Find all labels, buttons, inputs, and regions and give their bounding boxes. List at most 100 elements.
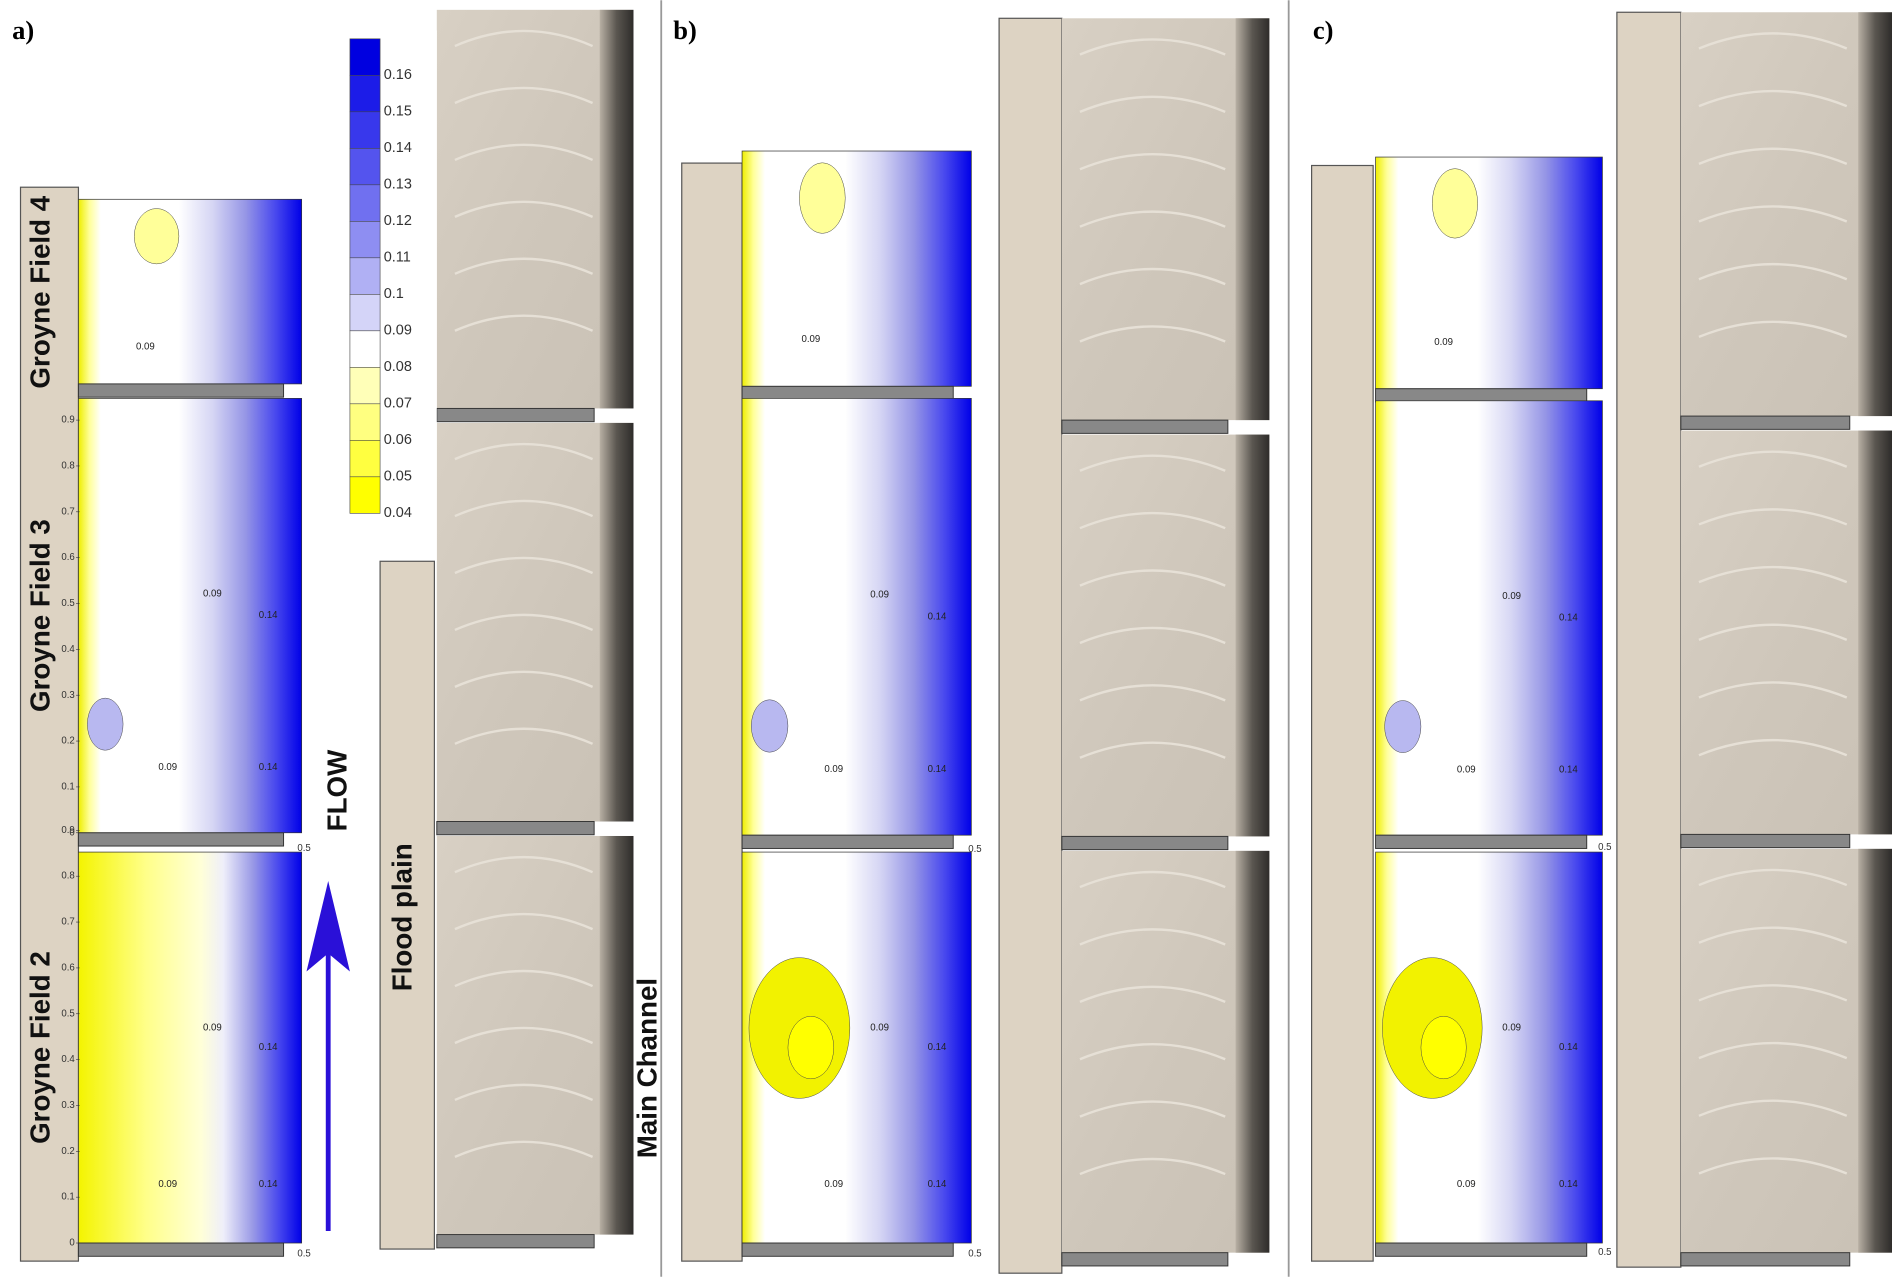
- panel-label: c): [1313, 15, 1334, 45]
- contour-region: [1432, 169, 1477, 239]
- groyne: [1062, 1253, 1228, 1266]
- contour-label: 0.09: [158, 762, 177, 773]
- groyne: [1681, 1253, 1850, 1266]
- field-label: Groyne Field 2: [25, 951, 56, 1144]
- groyne: [1062, 420, 1228, 433]
- colorbar-band: [350, 294, 380, 331]
- x-tick-label: 0.5: [1598, 1247, 1611, 1258]
- contour-label: 0.09: [824, 764, 843, 775]
- colorbar-label: 0.12: [384, 213, 412, 229]
- contour-region: [87, 698, 123, 750]
- groyne: [437, 1235, 594, 1248]
- groyne: [78, 833, 283, 846]
- y-tick-label: 0.6: [61, 962, 74, 973]
- groyne: [742, 386, 953, 399]
- contour-region: [788, 1016, 834, 1079]
- colorbar-label: 0.13: [384, 177, 412, 193]
- contour-label: 0.09: [824, 1179, 843, 1190]
- flood-plain-label: Flood plain: [387, 843, 418, 991]
- y-tick-label: 0: [69, 1238, 74, 1249]
- photo-gravel: [1858, 12, 1892, 416]
- groyne: [1681, 834, 1850, 847]
- flood-plain-strip: [1312, 166, 1374, 1262]
- groyne: [437, 408, 594, 421]
- groyne: [742, 835, 953, 848]
- y-tick-label: 0.8: [61, 460, 74, 471]
- y-tick-label: 0.1: [61, 781, 74, 792]
- panel-label: b): [673, 15, 697, 45]
- photo-gravel: [600, 10, 634, 409]
- y-tick-label: 0.5: [61, 598, 74, 609]
- contour-plot: [742, 151, 971, 386]
- contour-region: [1421, 1016, 1466, 1079]
- contour-label: 0.09: [203, 588, 222, 599]
- contour-label: 0.09: [870, 1023, 889, 1034]
- colorbar-band: [350, 112, 380, 149]
- contour-label: 0.14: [259, 762, 278, 773]
- contour-label: 0.14: [259, 1042, 278, 1053]
- contour-label: 0.14: [1559, 1179, 1578, 1190]
- colorbar-band: [350, 331, 380, 368]
- groyne: [78, 384, 283, 397]
- groyne: [742, 1243, 953, 1256]
- y-tick-label: 0.9: [61, 825, 74, 836]
- figure: a) 0.09 0.09 0.14 0.09 0.14 0.09 0.14 0.09 0.14 b)…: [0, 0, 1892, 1277]
- contour-region: [134, 209, 179, 264]
- contour-region: [751, 700, 788, 752]
- photo-gravel: [1236, 851, 1270, 1253]
- flood-plain-strip: [999, 18, 1062, 1273]
- flow-label: FLOW: [321, 749, 352, 831]
- y-tick-label: 0.7: [61, 506, 74, 517]
- colorbar-label: 0.15: [384, 104, 412, 120]
- colorbar-label: 0.1: [384, 286, 404, 302]
- contour-label: 0.14: [928, 1179, 947, 1190]
- field-label: Groyne Field 4: [25, 195, 56, 388]
- colorbar-label: 0.16: [384, 67, 412, 83]
- colorbar-band: [350, 185, 380, 222]
- colorbar-label: 0.07: [384, 396, 412, 412]
- panel-label: a): [12, 15, 34, 45]
- x-tick-label: 0.5: [968, 844, 981, 855]
- colorbar-band: [350, 440, 380, 477]
- field-label: Groyne Field 3: [25, 519, 56, 712]
- contour-label: 0.09: [136, 342, 155, 353]
- colorbar-label: 0.04: [384, 505, 412, 521]
- photo-gravel: [1858, 849, 1892, 1253]
- colorbar-band: [350, 39, 380, 76]
- colorbar-band: [350, 148, 380, 185]
- photo-gravel: [600, 836, 634, 1235]
- colorbar-band: [350, 75, 380, 112]
- colorbar-band: [350, 258, 380, 295]
- y-tick-label: 0.1: [61, 1192, 74, 1203]
- x-tick-label: 0.5: [1598, 842, 1611, 853]
- x-tick-label: 0.5: [297, 843, 310, 854]
- groyne: [1681, 416, 1850, 429]
- contour-label: 0.14: [1559, 765, 1578, 776]
- y-tick-label: 0.2: [61, 736, 74, 747]
- colorbar-label: 0.06: [384, 432, 412, 448]
- photo-gravel: [1236, 18, 1270, 420]
- contour-label: 0.09: [1434, 337, 1453, 348]
- contour-region: [1385, 701, 1421, 753]
- contour-label: 0.09: [870, 589, 889, 600]
- contour-label: 0.14: [1559, 613, 1578, 624]
- contour-region: [799, 163, 845, 234]
- groyne: [437, 822, 594, 835]
- colorbar-band: [350, 221, 380, 258]
- y-tick-label: 0.4: [61, 1054, 75, 1065]
- contour-label: 0.14: [259, 610, 278, 621]
- contour-label: 0.09: [203, 1023, 222, 1034]
- groyne: [1376, 1243, 1587, 1256]
- groyne: [1376, 835, 1587, 848]
- contour-label: 0.14: [259, 1179, 278, 1190]
- photo-gravel: [1236, 435, 1270, 837]
- flood-plain-strip: [1617, 12, 1681, 1267]
- groyne: [1062, 836, 1228, 849]
- colorbar-label: 0.05: [384, 469, 412, 485]
- y-tick-label: 0.5: [61, 1008, 74, 1019]
- y-tick-label: 0.6: [61, 552, 74, 563]
- colorbar-label: 0.08: [384, 359, 412, 375]
- groyne: [1376, 389, 1587, 402]
- y-tick-label: 0.4: [61, 644, 75, 655]
- contour-label: 0.14: [928, 1042, 947, 1053]
